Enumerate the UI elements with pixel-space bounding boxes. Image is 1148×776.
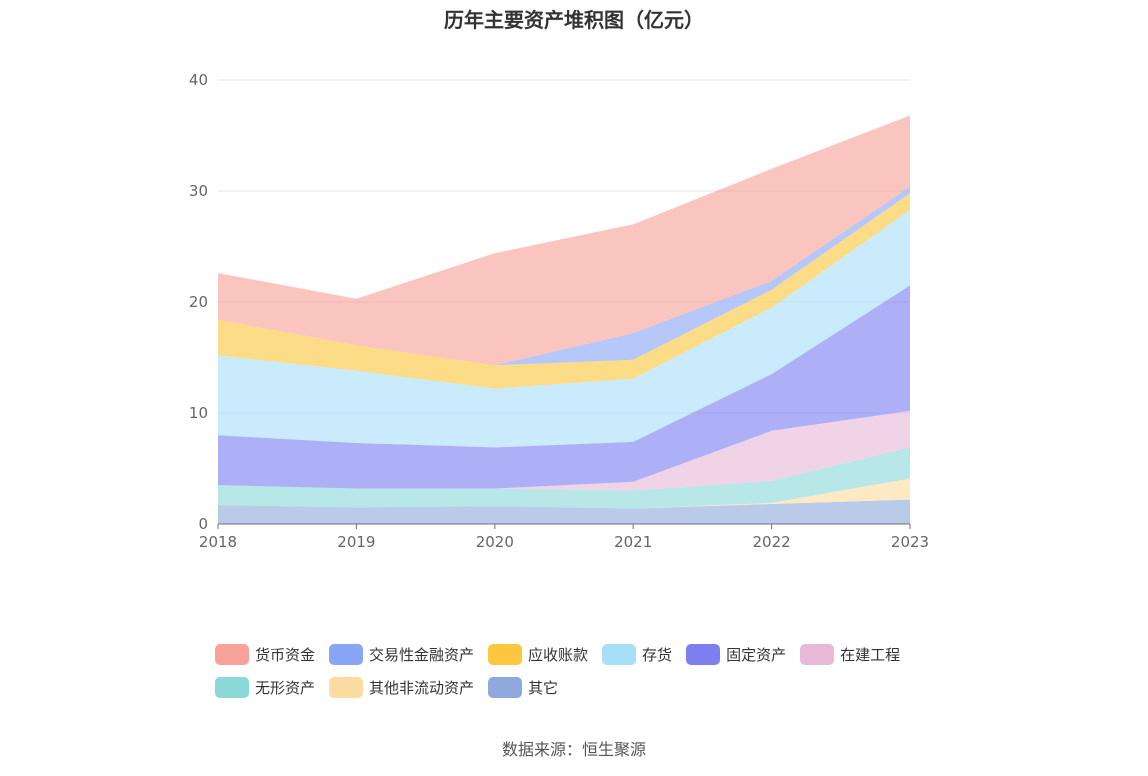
y-tick-label: 30 xyxy=(189,182,208,200)
legend-item[interactable]: 其它 xyxy=(488,677,558,698)
legend-label: 货币资金 xyxy=(255,646,316,664)
stacked-area-chart: 0 10 20 30 40 2018 2019 2020 2021 2022 2023 xyxy=(189,71,929,551)
chart-title: 历年主要资产堆积图（亿元） xyxy=(444,8,704,32)
area-series-0 xyxy=(218,499,910,524)
x-tick-label: 2018 xyxy=(199,533,237,551)
legend-label: 存货 xyxy=(642,646,673,664)
legend-swatch xyxy=(488,677,523,698)
area-series-8 xyxy=(218,115,910,366)
legend-swatch xyxy=(602,644,637,665)
data-source: 数据来源：恒生聚源 xyxy=(501,740,646,759)
area-series-2 xyxy=(218,447,910,509)
legend-label: 应收账款 xyxy=(528,646,589,664)
legend-label: 固定资产 xyxy=(726,646,787,664)
x-tick-label: 2021 xyxy=(614,533,652,551)
legend-item[interactable]: 存货 xyxy=(602,644,672,665)
y-tick-label: 10 xyxy=(189,404,208,422)
legend-item[interactable]: 应收账款 xyxy=(488,644,588,665)
x-tick-label: 2020 xyxy=(476,533,514,551)
legend-item[interactable]: 无形资产 xyxy=(215,677,315,698)
y-tick-label: 40 xyxy=(189,71,208,89)
legend-item[interactable]: 其他非流动资产 xyxy=(329,677,474,698)
legend-label: 在建工程 xyxy=(840,646,901,664)
x-tick-label: 2023 xyxy=(891,533,929,551)
legend-label: 其他非流动资产 xyxy=(369,679,475,697)
y-tick-label: 20 xyxy=(189,293,208,311)
legend-label: 交易性金融资产 xyxy=(369,646,475,664)
legend-swatch xyxy=(488,644,523,665)
legend-swatch xyxy=(215,677,249,698)
area-series-4 xyxy=(218,285,910,489)
chart-legend: 货币资金 交易性金融资产 应收账款 存货 固定资产 在建工程无形资产 其他非流动资产 其它 xyxy=(215,638,975,704)
legend-item[interactable]: 固定资产 xyxy=(686,644,786,665)
area-series-6 xyxy=(218,193,910,389)
legend-item[interactable]: 在建工程 xyxy=(800,644,900,665)
legend-label: 无形资产 xyxy=(255,679,316,697)
area-series-3 xyxy=(218,410,910,491)
y-tick-label: 0 xyxy=(198,515,208,533)
legend-swatch xyxy=(215,644,249,665)
area-series-5 xyxy=(218,209,910,448)
x-tick-label: 2022 xyxy=(753,533,791,551)
legend-item[interactable]: 货币资金 xyxy=(215,644,315,665)
legend-row: 无形资产 其他非流动资产 其它 xyxy=(215,671,975,704)
legend-swatch xyxy=(800,644,835,665)
x-tick-label: 2019 xyxy=(337,533,375,551)
legend-swatch xyxy=(686,644,721,665)
legend-item[interactable]: 交易性金融资产 xyxy=(329,644,474,665)
legend-label: 其它 xyxy=(528,679,559,697)
legend-swatch xyxy=(329,677,364,698)
legend-swatch xyxy=(329,644,364,665)
legend-row: 货币资金 交易性金融资产 应收账款 存货 固定资产 在建工程 xyxy=(215,638,975,671)
